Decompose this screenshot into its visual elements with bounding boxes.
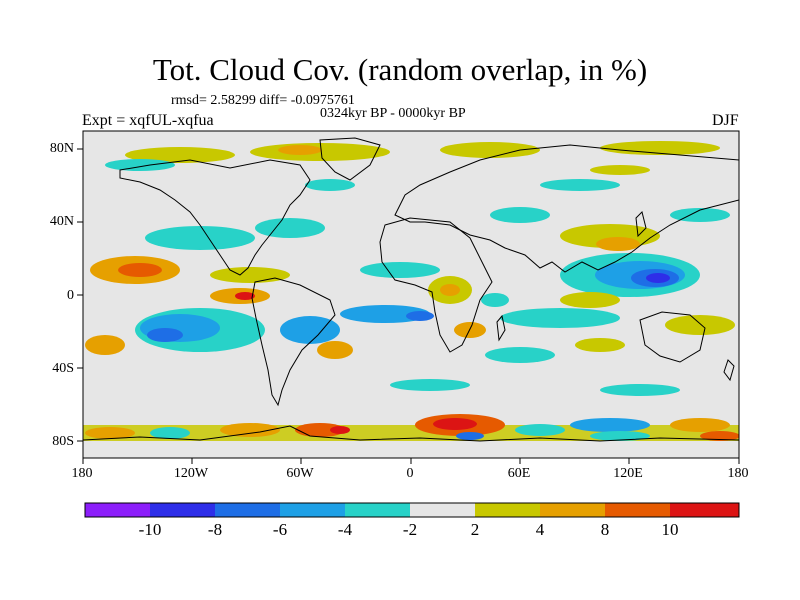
anomaly-patch — [665, 315, 735, 335]
anomaly-patch — [600, 141, 720, 155]
lon-label-60e: 60E — [507, 466, 531, 481]
experiment-label: Expt = xqfUL-xqfua — [82, 112, 214, 129]
anomaly-patch — [305, 179, 355, 191]
anomaly-patch — [255, 218, 325, 238]
anomaly-patch — [210, 267, 290, 283]
colorbar-label: -2 — [402, 520, 418, 539]
season-label: DJF — [712, 112, 739, 129]
colorbar-cell-2 — [150, 503, 215, 517]
colorbar-cell-3 — [215, 503, 280, 517]
anomaly-patch — [600, 384, 680, 396]
anomaly-patch — [105, 159, 175, 171]
anomaly-patch — [220, 423, 280, 437]
anomaly-patch — [317, 341, 353, 359]
anomaly-patch — [500, 308, 620, 328]
colorbar-frame — [84, 502, 740, 518]
colorbar-label: 8 — [600, 520, 610, 539]
anomaly-patch — [150, 427, 190, 439]
anomaly-patch — [360, 262, 440, 278]
colorbar-label: -8 — [207, 520, 223, 539]
colorbar-label: -6 — [272, 520, 288, 539]
anomaly-patch — [406, 311, 434, 321]
coastline-madagascar — [496, 314, 506, 342]
colorbar-cell-1 — [85, 503, 150, 517]
anomaly-patch — [278, 145, 322, 155]
anomaly-patch — [515, 424, 565, 436]
colorbar-cell-8 — [540, 503, 605, 517]
coastline-japan — [635, 211, 647, 238]
anomaly-patch — [440, 284, 460, 296]
anomaly-patch — [85, 427, 135, 439]
coastline-australia — [639, 311, 706, 363]
lat-label-80n: 80N — [49, 141, 74, 156]
anomaly-patch — [390, 379, 470, 391]
period-label: 0324kyr BP - 0000kyr BP — [320, 106, 466, 121]
anomaly-patch — [330, 426, 350, 434]
anomaly-patch — [560, 292, 620, 308]
colorbar-label: -4 — [337, 520, 353, 539]
colorbar — [84, 502, 740, 518]
lat-label-40s: 40S — [52, 361, 74, 376]
anomaly-patch — [280, 316, 340, 344]
coastline-antarctica — [83, 425, 739, 442]
coastlines — [83, 137, 739, 442]
anomaly-patch — [145, 226, 255, 250]
anomaly-patch — [646, 273, 670, 283]
anomaly-patch — [670, 418, 730, 432]
anomaly-patch — [85, 335, 125, 355]
axis-ticks — [77, 148, 740, 464]
antarctic-interior — [83, 446, 739, 458]
colorbar-cell-4 — [280, 503, 345, 517]
anomaly-patch — [433, 418, 477, 430]
lon-label-120w: 120W — [173, 466, 209, 481]
colorbar-label: 4 — [535, 520, 545, 539]
colorbar-cell-9 — [605, 503, 670, 517]
colorbar-cell-5 — [345, 503, 410, 517]
anomaly-patch — [700, 431, 739, 441]
colorbar-cell-6 — [410, 503, 475, 517]
coastline-greenland — [319, 137, 381, 181]
colorbar-label: 10 — [661, 520, 679, 539]
anomaly-patch — [481, 293, 509, 307]
plot-title: Tot. Cloud Cov. (random overlap, in %) — [152, 52, 648, 87]
lon-label-120e: 120E — [613, 466, 643, 481]
coastline-new-zealand — [723, 359, 735, 382]
anomaly-patch — [235, 292, 255, 300]
anomaly-patch — [485, 347, 555, 363]
anomaly-patch — [670, 208, 730, 222]
lon-label-0: 0 — [406, 466, 414, 481]
coastline-eurasia — [394, 144, 739, 273]
lat-label-40n: 40N — [49, 214, 74, 229]
anomaly-patch — [596, 237, 640, 251]
anomaly-patch — [490, 207, 550, 223]
anomaly-patch — [440, 142, 540, 158]
anomaly-patch — [575, 338, 625, 352]
colorbar-label: 2 — [470, 520, 480, 539]
coastline-africa — [379, 217, 493, 353]
lon-label-180w: 180 — [71, 466, 93, 481]
anomaly-patch — [590, 165, 650, 175]
lon-label-180e: 180 — [727, 466, 749, 481]
anomaly-patch — [147, 328, 183, 342]
colorbar-cell-7 — [475, 503, 540, 517]
lat-label-80s: 80S — [52, 434, 74, 449]
lon-label-60w: 60W — [286, 466, 314, 481]
colorbar-label: -10 — [138, 520, 162, 539]
lat-label-eq: 0 — [67, 288, 74, 303]
anomaly-patch — [295, 423, 345, 437]
coastline-north-america — [119, 159, 311, 276]
rmsd-diff-stats: rmsd= 2.58299 diff= -0.0975761 — [171, 93, 355, 108]
anomaly-patch — [570, 418, 650, 432]
coastline-south-america — [251, 277, 336, 407]
colorbar-cell-10 — [670, 503, 739, 517]
anomaly-patch — [540, 179, 620, 191]
anomaly-patch — [125, 147, 235, 163]
anomaly-patch — [590, 431, 650, 441]
anomaly-field — [83, 141, 739, 458]
anomaly-patch — [118, 263, 162, 277]
anomaly-patch — [340, 305, 430, 323]
anomaly-patch — [456, 432, 484, 440]
